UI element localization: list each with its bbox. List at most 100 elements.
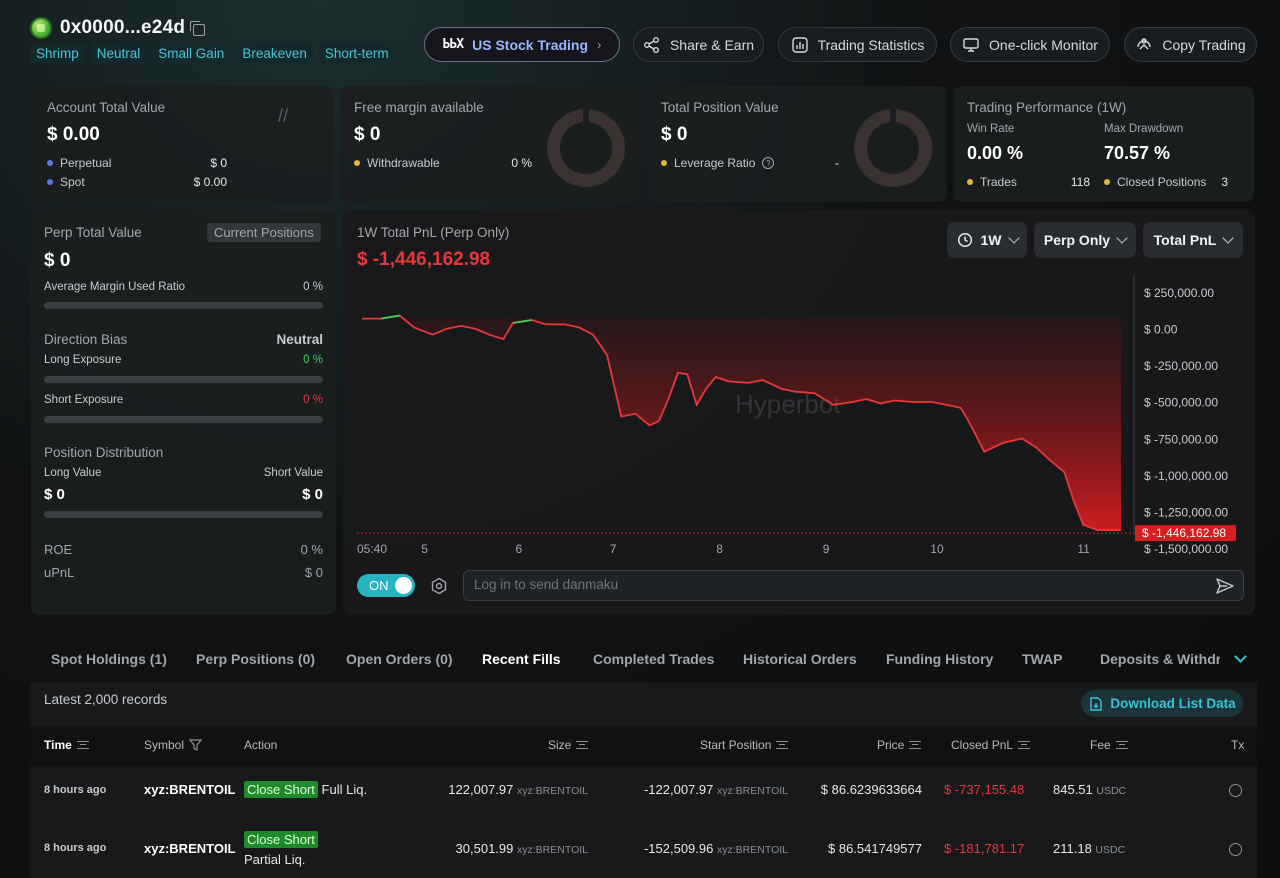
- col-size[interactable]: Size: [548, 738, 589, 752]
- x-tick-label: 10: [930, 542, 944, 556]
- max-drawdown-label: Max Drawdown: [1104, 123, 1184, 135]
- close-short-badge: Close Short: [244, 781, 318, 798]
- spot-dot: [47, 179, 53, 185]
- leverage-dot: [661, 160, 667, 166]
- deco-slash-icon: //: [278, 106, 289, 126]
- short-exposure-value: 0 %: [303, 394, 323, 406]
- us-stock-trading-button[interactable]: ЬЬХ US Stock Trading ›: [424, 27, 620, 62]
- current-positions-button[interactable]: Current Positions: [207, 223, 321, 242]
- spot-value: $ 0.00: [193, 175, 227, 189]
- metric-dropdown[interactable]: Total PnL: [1143, 222, 1243, 258]
- x-tick-label: 7: [610, 542, 617, 556]
- tab-deposits-withdraw[interactable]: Deposits & Withdraw: [1100, 651, 1220, 667]
- tab-open-orders[interactable]: Open Orders (0): [346, 651, 453, 667]
- long-value: $ 0: [44, 486, 65, 503]
- row-fee: 845.51 USDC: [1053, 782, 1127, 797]
- sort-icon: [1018, 741, 1031, 749]
- row-closed-pnl: $ -737,155.48: [944, 782, 1025, 797]
- trading-performance-card: Trading Performance (1W) Win Rate 0.00 %…: [954, 86, 1254, 202]
- copy-trading-button[interactable]: Copy Trading: [1124, 27, 1257, 62]
- long-exposure-label: Long Exposure: [44, 354, 122, 366]
- row-symbol[interactable]: xyz:BRENTOIL: [144, 841, 236, 856]
- leverage-row: Leverage Ratio?: [661, 156, 775, 170]
- spot-row: Spot: [47, 175, 85, 189]
- tag-short-term: Short-term: [318, 44, 395, 63]
- col-fee[interactable]: Fee: [1090, 738, 1128, 752]
- col-tx: Tx: [1231, 738, 1245, 752]
- long-exposure-value: 0 %: [303, 354, 323, 366]
- records-count: Latest 2,000 records: [44, 692, 168, 707]
- wallet-header: 0x0000...e24d: [30, 16, 206, 40]
- tab-recent-fills[interactable]: Recent Fills: [482, 651, 561, 667]
- y-tick-label: $ -250,000.00: [1144, 359, 1218, 373]
- close-short-badge: Close Short: [244, 831, 318, 848]
- free-margin-card: Free margin available $ 0 Withdrawable 0…: [340, 86, 640, 202]
- tab-historical-orders[interactable]: Historical Orders: [743, 651, 857, 667]
- wallet-tags: Shrimp Neutral Small Gain Breakeven Shor…: [30, 44, 395, 63]
- send-icon[interactable]: [1215, 576, 1235, 596]
- filter-icon: [189, 739, 203, 751]
- trading-statistics-button[interactable]: Trading Statistics: [778, 27, 937, 62]
- download-list-button[interactable]: Download List Data: [1081, 690, 1243, 717]
- row-action: Close Short Partial Liq.: [244, 830, 318, 870]
- settings-icon[interactable]: [430, 577, 448, 595]
- x-tick-label: 05:40: [357, 542, 387, 556]
- row-size: 122,007.97 xyz:BRENTOIL: [448, 782, 588, 797]
- margin-value: $ 0: [354, 124, 381, 145]
- tab-funding-history[interactable]: Funding History: [886, 651, 994, 667]
- col-start-position[interactable]: Start Position: [700, 738, 789, 752]
- tab-twap[interactable]: TWAP: [1022, 651, 1063, 667]
- current-value-tag: [1135, 525, 1236, 542]
- direction-bias-value: Neutral: [276, 332, 323, 347]
- copy-trading-icon: [1137, 37, 1152, 49]
- long-value-label: Long Value: [44, 467, 102, 479]
- tag-small-gain: Small Gain: [152, 44, 231, 63]
- col-price[interactable]: Price: [877, 738, 922, 752]
- row-price: $ 86.541749577: [828, 841, 922, 856]
- tab-completed-trades[interactable]: Completed Trades: [593, 651, 715, 667]
- upnl-value: $ 0: [304, 565, 323, 580]
- pnl-area-chart: Hyperbot $ 250,000.00$ 0.00$ -250,000.00…: [357, 275, 1236, 556]
- copy-icon[interactable]: [190, 20, 206, 36]
- external-link-icon[interactable]: [1229, 784, 1242, 797]
- perp-title: Perp Total Value: [44, 225, 142, 240]
- monitor-icon: [963, 37, 979, 52]
- col-time[interactable]: Time: [44, 738, 89, 752]
- y-tick-label: $ -1,250,000.00: [1144, 505, 1228, 519]
- account-value: $ 0.00: [47, 124, 100, 145]
- help-icon[interactable]: ?: [762, 157, 775, 169]
- scope-dropdown[interactable]: Perp Only: [1034, 222, 1136, 258]
- one-click-monitor-button[interactable]: One-click Monitor: [950, 27, 1110, 62]
- chevron-down-icon: [1222, 232, 1235, 244]
- account-total-card: Account Total Value $ 0.00 // Perpetual …: [33, 86, 333, 202]
- row-symbol[interactable]: xyz:BRENTOIL: [144, 782, 236, 797]
- row-price: $ 86.6239633664: [820, 782, 922, 797]
- avatar: [30, 17, 52, 39]
- pnl-value: $ -1,446,162.98: [357, 249, 491, 270]
- sort-icon: [1115, 741, 1128, 749]
- timeframe-dropdown[interactable]: 1W: [947, 222, 1027, 258]
- chevron-down-icon: [1007, 232, 1020, 244]
- max-drawdown-value: 70.57 %: [1104, 143, 1171, 163]
- sort-icon: [576, 741, 589, 749]
- trades-row: Trades: [967, 175, 1017, 189]
- tabs-expand-chevron-icon[interactable]: [1234, 650, 1247, 663]
- position-value: $ 0: [661, 124, 688, 145]
- performance-title: Trading Performance (1W): [967, 100, 1127, 115]
- download-file-icon: [1090, 696, 1103, 711]
- col-symbol[interactable]: Symbol: [144, 738, 203, 752]
- trades-dot: [967, 179, 973, 185]
- bar-chart-icon: [791, 36, 808, 53]
- danmaku-toggle[interactable]: ON: [357, 574, 415, 597]
- tab-spot-holdings[interactable]: Spot Holdings (1): [51, 651, 167, 667]
- danmaku-input[interactable]: [474, 577, 1194, 592]
- closed-positions-value: 3: [1221, 175, 1228, 189]
- x-tick-label: 5: [421, 542, 428, 556]
- col-closed-pnl[interactable]: Closed PnL: [951, 738, 1031, 752]
- external-link-icon[interactable]: [1229, 843, 1242, 856]
- y-tick-label: $ 0.00: [1144, 323, 1178, 337]
- row-start-position: -152,509.96 xyz:BRENTOIL: [643, 841, 788, 856]
- tab-perp-positions[interactable]: Perp Positions (0): [196, 651, 316, 667]
- share-earn-button[interactable]: Share & Earn: [633, 27, 764, 62]
- y-tick-label: $ -1,000,000.00: [1144, 469, 1228, 483]
